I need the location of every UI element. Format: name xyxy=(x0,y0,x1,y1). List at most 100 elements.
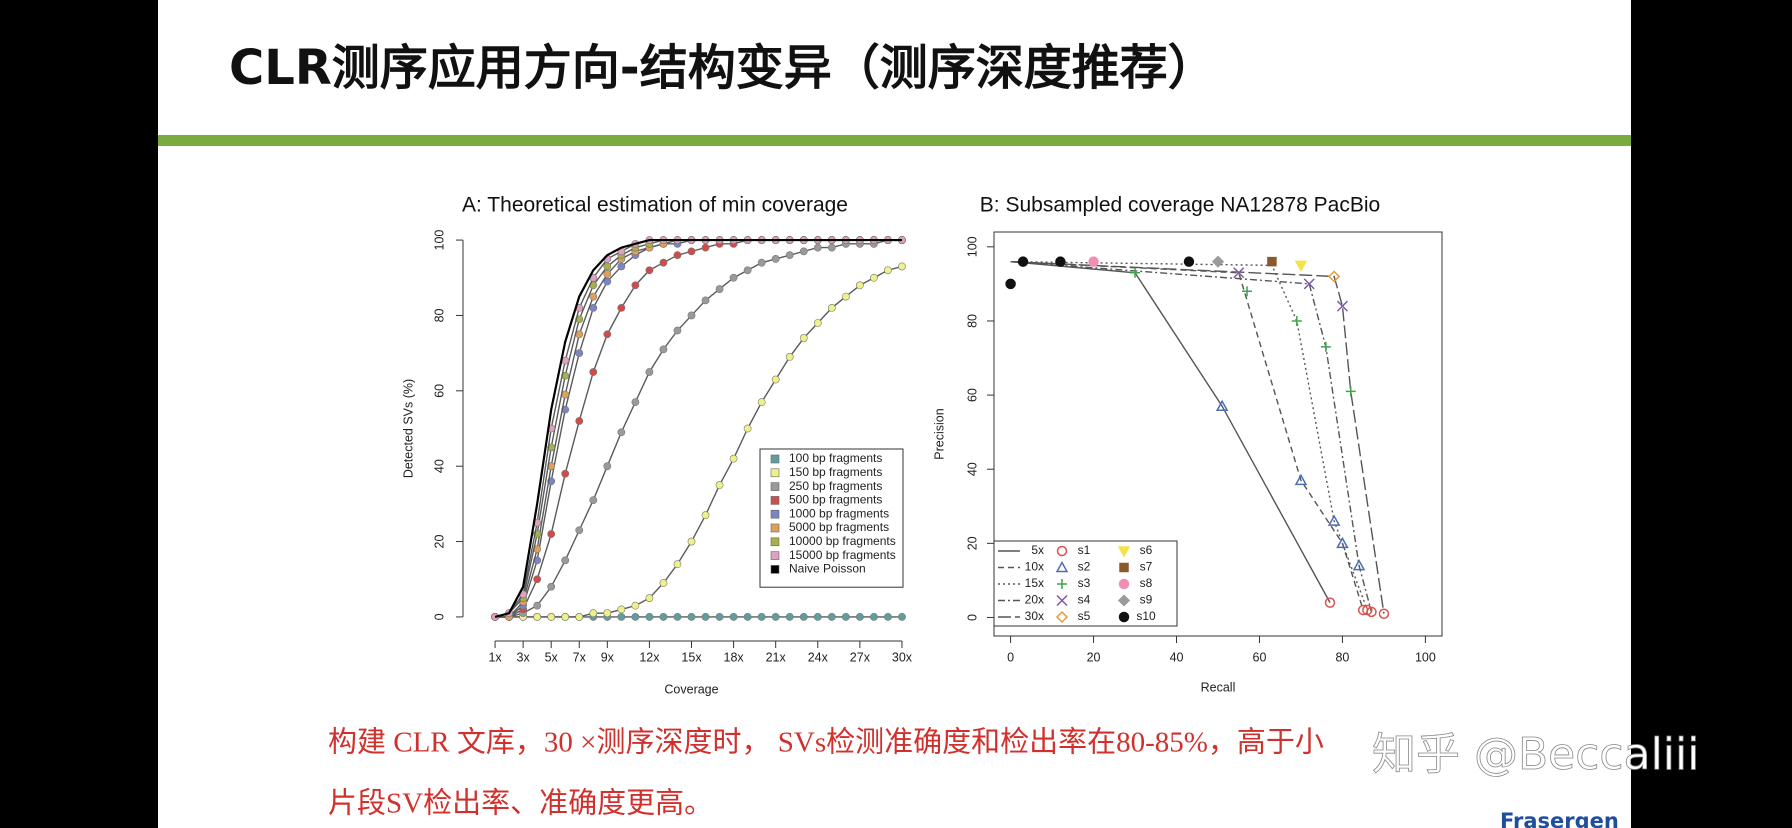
point xyxy=(687,537,696,546)
legend-label: s6 xyxy=(1140,543,1153,557)
point xyxy=(715,285,724,293)
point xyxy=(1378,608,1390,620)
x-tick-label: 30x xyxy=(892,650,913,664)
legend-label: 250 bp fragments xyxy=(789,479,882,493)
point xyxy=(1211,255,1225,268)
point xyxy=(589,368,598,376)
point xyxy=(827,613,836,621)
point xyxy=(603,270,612,278)
legend-swatch xyxy=(770,523,780,533)
point xyxy=(1320,341,1331,352)
point xyxy=(1055,256,1066,267)
x-tick-label: 60 xyxy=(1253,650,1267,664)
legend-swatch xyxy=(770,565,780,574)
point xyxy=(645,613,654,621)
legend-box xyxy=(993,540,1178,627)
legend-label: 5x xyxy=(1031,543,1044,557)
point xyxy=(617,262,626,271)
point xyxy=(898,262,906,271)
point xyxy=(547,443,556,452)
legend-symbol xyxy=(1119,562,1129,573)
y-tick-label: 40 xyxy=(432,459,446,473)
point xyxy=(547,613,556,621)
point xyxy=(687,311,696,320)
point xyxy=(855,613,864,621)
point xyxy=(575,613,584,621)
point xyxy=(757,613,766,621)
point xyxy=(827,304,836,312)
legend-symbol xyxy=(1118,611,1130,623)
x-tick-label: 3x xyxy=(517,650,531,664)
series-line xyxy=(494,238,902,618)
y-axis-label: Detected SVs (%) xyxy=(401,379,415,478)
legend-label: 5000 bp fragments xyxy=(789,520,889,534)
point xyxy=(589,609,598,618)
legend-label: 150 bp fragments xyxy=(789,465,882,479)
legend-label: s1 xyxy=(1078,543,1091,557)
point xyxy=(575,417,584,425)
point xyxy=(617,605,626,614)
legend-label: s10 xyxy=(1136,609,1156,623)
legend-symbol xyxy=(1055,560,1069,573)
legend-label: 20x xyxy=(1025,593,1044,607)
point xyxy=(799,334,808,342)
legend-label: s3 xyxy=(1078,576,1091,590)
legend-swatch xyxy=(770,496,780,505)
point xyxy=(813,613,822,621)
x-axis-label: Coverage xyxy=(664,682,718,696)
point xyxy=(575,349,584,358)
point xyxy=(659,579,668,587)
legend-swatch xyxy=(770,509,780,519)
point xyxy=(1336,536,1349,549)
chart-title: B: Subsampled coverage NA12878 PacBio xyxy=(980,194,1380,217)
x-tick-label: 40 xyxy=(1170,650,1184,664)
point xyxy=(743,424,752,433)
point xyxy=(1088,256,1099,267)
y-tick-label: 20 xyxy=(965,536,979,550)
point xyxy=(701,613,710,621)
legend-label: s4 xyxy=(1078,593,1091,607)
point xyxy=(827,243,836,252)
point xyxy=(771,375,780,384)
y-tick-label: 100 xyxy=(965,236,979,257)
point xyxy=(771,255,780,263)
point xyxy=(575,526,584,535)
legend-label: s9 xyxy=(1140,593,1153,607)
x-tick-label: 15x xyxy=(681,650,702,664)
legend-label: s2 xyxy=(1078,560,1091,574)
point xyxy=(1294,473,1308,486)
point xyxy=(898,613,906,621)
point xyxy=(799,613,808,621)
point xyxy=(715,481,724,489)
point xyxy=(729,273,738,282)
point xyxy=(1345,386,1356,397)
y-tick-label: 0 xyxy=(965,614,979,621)
point xyxy=(673,251,682,260)
point xyxy=(701,243,710,252)
x-tick-label: 7x xyxy=(573,650,587,664)
point xyxy=(631,601,640,610)
point xyxy=(603,609,612,618)
legend-label: Naive Poisson xyxy=(789,562,866,576)
watermark: 知乎 @Beccaliii xyxy=(1372,729,1700,780)
point xyxy=(533,601,542,610)
point xyxy=(743,266,752,275)
plot-frame xyxy=(993,231,1443,637)
chart: A: Theoretical estimation of min coverag… xyxy=(401,194,912,697)
legend-label: 10000 bp fragments xyxy=(789,534,896,548)
point xyxy=(659,613,668,621)
point xyxy=(1352,559,1366,571)
legend-label: 1000 bp fragments xyxy=(789,506,889,520)
legend-label: 500 bp fragments xyxy=(789,493,882,507)
point xyxy=(870,613,878,621)
point xyxy=(1294,260,1308,272)
point xyxy=(841,292,850,301)
point xyxy=(673,326,682,335)
point xyxy=(1328,270,1341,283)
legend-symbol xyxy=(1056,594,1068,607)
point xyxy=(631,613,640,621)
x-axis-label: Recall xyxy=(1201,680,1236,694)
point xyxy=(631,398,640,407)
y-tick-label: 60 xyxy=(965,388,979,402)
